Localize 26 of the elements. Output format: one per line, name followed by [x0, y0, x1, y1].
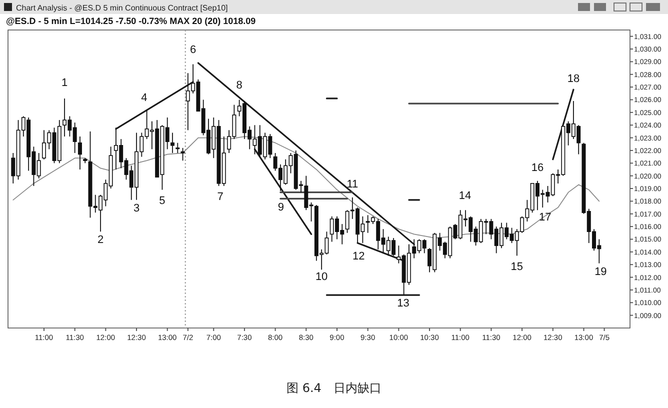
annotation: 16: [531, 162, 544, 174]
candlestick: [176, 142, 180, 154]
caption: 图 6.4 日内缺口: [286, 381, 382, 395]
annotation: 8: [236, 80, 242, 92]
candlestick: [170, 132, 174, 154]
annotation: 13: [397, 298, 410, 310]
annotation: 4: [141, 92, 148, 104]
candlestick: [180, 147, 185, 162]
annotation: 15: [510, 260, 524, 273]
annotation: 6: [190, 44, 196, 56]
annotation: 2: [97, 234, 104, 246]
chart-subtitle: @ES.D - 5 min L=1014.25 -7.50 -0.73% MAX 20 (20) 1018.09: [6, 16, 256, 26]
annotation: 5: [159, 194, 166, 207]
annotation: 7: [217, 191, 224, 204]
annotation: 18: [567, 73, 580, 86]
chart-title: Chart Analysis - @ES.D 5 min Continuous Contract [Sep10]: [16, 4, 228, 12]
candlestick: [78, 136, 82, 170]
annotation: 17: [539, 211, 552, 224]
annotation: 10: [315, 271, 328, 284]
annotation: 12: [352, 250, 365, 263]
annotation: 11: [346, 178, 358, 190]
annotation: 3: [133, 202, 140, 215]
annotation: 1: [61, 76, 68, 89]
annotation: 19: [594, 266, 607, 278]
annotation: 9: [278, 201, 284, 214]
annotation: 14: [458, 190, 472, 202]
